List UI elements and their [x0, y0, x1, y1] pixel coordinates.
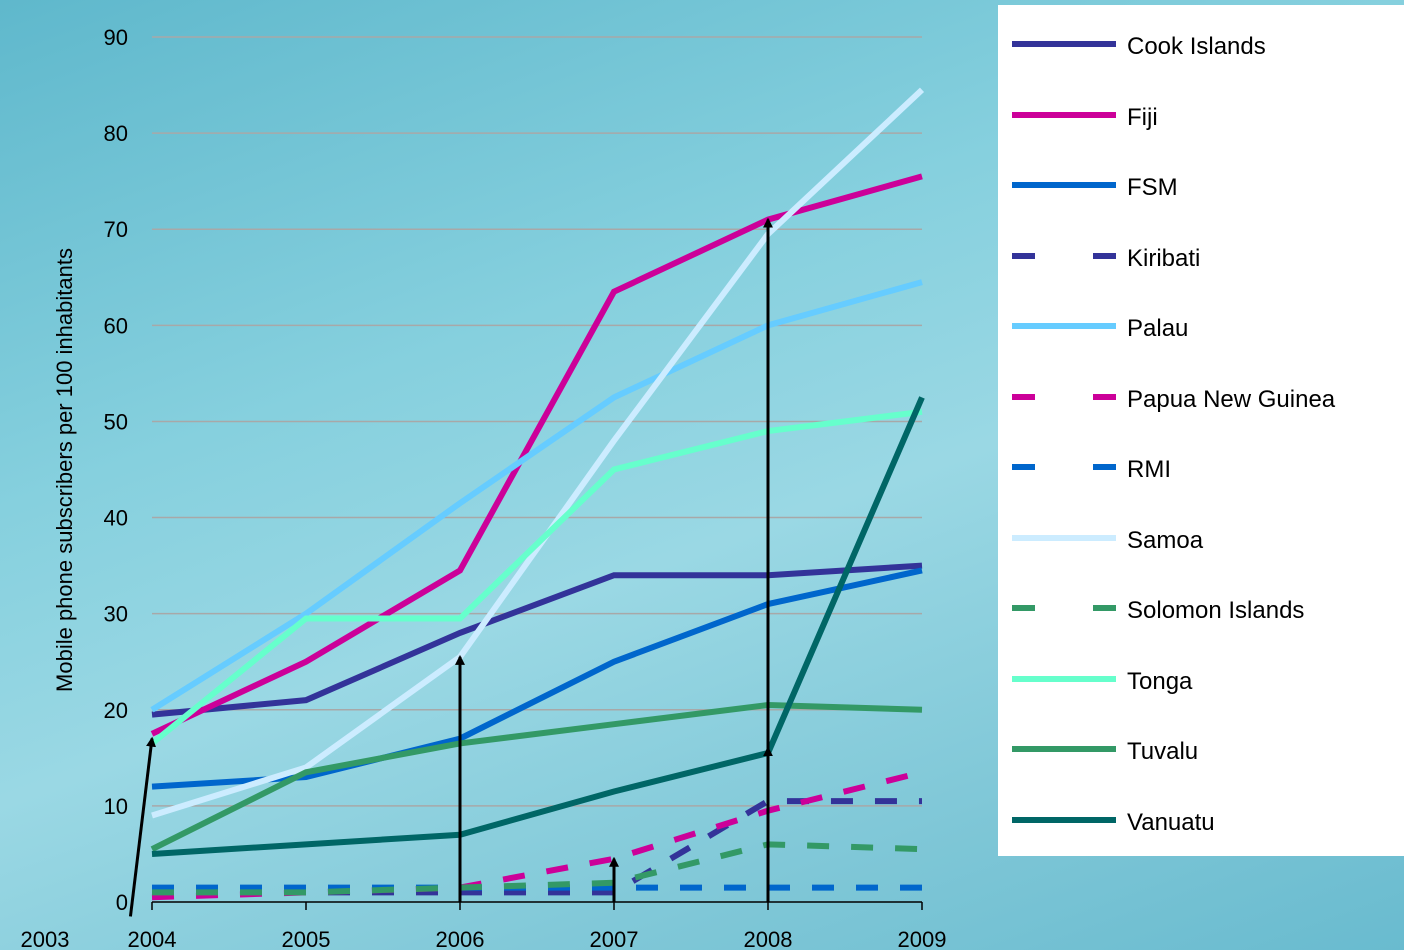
- legend-label: Fiji: [1127, 103, 1158, 131]
- legend-swatch: [1012, 534, 1116, 541]
- legend-label: Papua New Guinea: [1127, 385, 1336, 413]
- series-line-vanuatu: [151, 396, 925, 857]
- legend-label: Palau: [1127, 315, 1189, 342]
- y-tick-label: 80: [104, 121, 128, 146]
- series-line-fsm: [151, 567, 923, 790]
- series-line-cook-islands: [151, 562, 923, 718]
- legend-item: Palau: [998, 307, 1404, 347]
- legend-swatch: [1012, 675, 1116, 682]
- legend-label: Tonga: [1127, 667, 1193, 695]
- legend-swatch: [1012, 252, 1116, 259]
- legend-label: FSM: [1127, 174, 1178, 201]
- legend-swatch: [1012, 111, 1116, 118]
- legend-swatch: [1012, 323, 1116, 329]
- legend-item: Kiribati: [998, 237, 1404, 277]
- legend-item: RMI: [998, 448, 1404, 488]
- y-tick-label: 60: [104, 313, 128, 338]
- series-line-samoa: [151, 87, 925, 819]
- legend-item: Papua New Guinea: [998, 378, 1404, 418]
- x-tick-label: 2006: [436, 927, 485, 950]
- legend-item: Fiji: [998, 96, 1404, 136]
- x-tick-label: 2008: [744, 927, 793, 950]
- legend-item: Vanuatu: [998, 801, 1404, 841]
- legend-swatch: [1012, 605, 1116, 611]
- legend-swatch: [1012, 464, 1116, 470]
- legend-label: Tuvalu: [1127, 738, 1199, 765]
- x-tick-label: 2005: [282, 927, 331, 950]
- y-axis-title: Mobile phone subscribers per 100 inhabit…: [52, 248, 77, 692]
- y-tick-label: 40: [104, 506, 128, 531]
- legend-label: Cook Islands: [1127, 33, 1266, 60]
- legend-label: Samoa: [1127, 526, 1204, 554]
- legend-item: Tuvalu: [998, 730, 1404, 770]
- y-tick-label: 10: [104, 794, 128, 819]
- series-line-palau: [150, 279, 923, 713]
- series-line-tonga: [150, 408, 923, 746]
- legend-item: Samoa: [998, 519, 1404, 559]
- x-tick-label: 2009: [898, 927, 947, 950]
- x-tick-label: 2004: [128, 927, 177, 950]
- legend-swatch: [1012, 746, 1116, 752]
- x-tick-label: 2007: [590, 927, 639, 950]
- legend-label: Vanuatu: [1127, 808, 1215, 836]
- series-line-tuvalu: [150, 701, 923, 852]
- legend-item: Solomon Islands: [998, 589, 1404, 629]
- y-tick-label: 30: [104, 602, 128, 627]
- legend-item: Tonga: [998, 660, 1404, 700]
- y-tick-label: 70: [104, 217, 128, 242]
- y-tick-label: 50: [104, 409, 128, 434]
- y-tick-label: 20: [104, 698, 128, 723]
- legend-label: RMI: [1127, 456, 1171, 483]
- series-line-kiribati: [152, 798, 922, 896]
- legend-swatch: [1012, 816, 1116, 823]
- y-tick-label: 90: [104, 25, 128, 50]
- legend-swatch: [1012, 393, 1116, 400]
- legend-label: Solomon Islands: [1127, 597, 1305, 624]
- legend-item: FSM: [998, 166, 1404, 206]
- y-tick-label: 0: [116, 890, 128, 915]
- chart-legend: Cook Islands Fiji FSM Kiribati Palau Papua Ne…: [998, 5, 1404, 856]
- annotation-arrow: [128, 736, 157, 917]
- legend-item: Cook Islands: [998, 25, 1404, 65]
- legend-swatch: [1012, 41, 1116, 47]
- legend-label: Kiribati: [1127, 244, 1201, 272]
- legend-swatch: [1012, 182, 1116, 188]
- series-line-solomon-islands: [152, 841, 923, 896]
- x-extra-label: 2003: [21, 927, 70, 950]
